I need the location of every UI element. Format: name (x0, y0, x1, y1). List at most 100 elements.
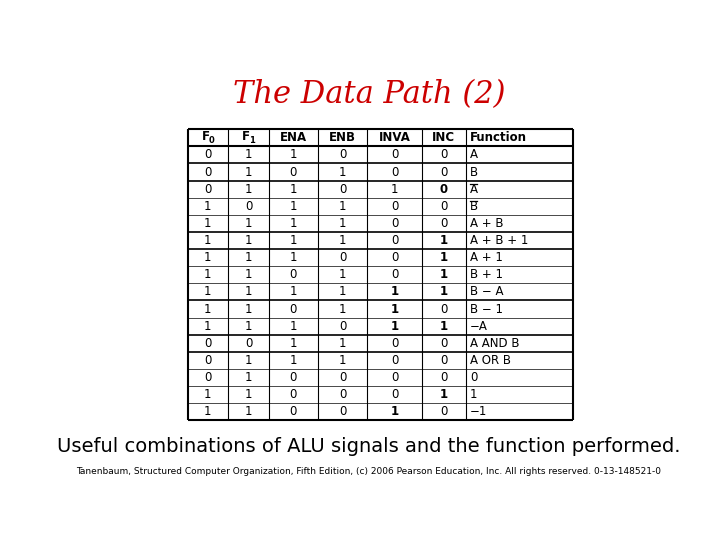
Text: A: A (470, 183, 478, 195)
Text: 1: 1 (204, 320, 212, 333)
Text: 1: 1 (289, 148, 297, 161)
Text: 1: 1 (245, 286, 252, 299)
Text: 1: 1 (339, 200, 346, 213)
Text: 1: 1 (390, 286, 399, 299)
Text: 0: 0 (440, 200, 448, 213)
Text: −A: −A (470, 320, 488, 333)
Text: 1: 1 (204, 302, 212, 315)
Text: 0: 0 (339, 320, 346, 333)
Text: 1: 1 (339, 166, 346, 179)
Text: 0: 0 (391, 166, 398, 179)
Text: 0: 0 (391, 200, 398, 213)
Text: 1: 1 (440, 234, 448, 247)
Text: 1: 1 (339, 268, 346, 281)
Text: 0: 0 (204, 166, 212, 179)
Text: 0: 0 (204, 354, 212, 367)
Text: 0: 0 (440, 302, 448, 315)
Text: 0: 0 (440, 148, 448, 161)
Text: B + 1: B + 1 (470, 268, 503, 281)
Text: 0: 0 (339, 251, 346, 264)
Text: 1: 1 (204, 217, 212, 230)
Text: 1: 1 (245, 320, 252, 333)
Text: 1: 1 (204, 251, 212, 264)
Text: 1: 1 (289, 183, 297, 195)
Text: A + B: A + B (470, 217, 503, 230)
Text: 1: 1 (289, 337, 297, 350)
Text: The Data Path (2): The Data Path (2) (233, 79, 505, 110)
Text: 0: 0 (245, 200, 252, 213)
Text: 0: 0 (339, 371, 346, 384)
Text: 1: 1 (289, 286, 297, 299)
Text: 0: 0 (204, 371, 212, 384)
Text: 0: 0 (339, 388, 346, 401)
Text: 0: 0 (289, 371, 297, 384)
Text: 1: 1 (339, 286, 346, 299)
Text: 1: 1 (440, 268, 448, 281)
Text: 0: 0 (440, 405, 448, 418)
Text: 1: 1 (245, 388, 252, 401)
Text: Tanenbaum, Structured Computer Organization, Fifth Edition, (c) 2006 Pearson Edu: Tanenbaum, Structured Computer Organizat… (76, 467, 662, 476)
Text: 0: 0 (391, 337, 398, 350)
Text: 1: 1 (245, 371, 252, 384)
Text: 0: 0 (440, 337, 448, 350)
Text: F: F (202, 130, 210, 143)
Text: 1: 1 (204, 200, 212, 213)
Text: 0: 0 (289, 166, 297, 179)
Text: 1: 1 (245, 183, 252, 195)
Text: ENB: ENB (329, 131, 356, 144)
Text: 0: 0 (289, 302, 297, 315)
Text: 0: 0 (391, 234, 398, 247)
Text: A: A (470, 148, 478, 161)
Text: Useful combinations of ALU signals and the function performed.: Useful combinations of ALU signals and t… (58, 437, 680, 456)
Text: 1: 1 (245, 302, 252, 315)
Text: 1: 1 (440, 286, 448, 299)
Text: 0: 0 (209, 136, 215, 145)
Text: A AND B: A AND B (470, 337, 520, 350)
Text: 1: 1 (204, 286, 212, 299)
Text: 0: 0 (391, 371, 398, 384)
Text: 0: 0 (204, 337, 212, 350)
Text: 1: 1 (245, 405, 252, 418)
Text: 0: 0 (339, 148, 346, 161)
Text: F: F (242, 130, 251, 143)
Text: 1: 1 (245, 234, 252, 247)
Text: 1: 1 (391, 183, 398, 195)
Text: 0: 0 (391, 388, 398, 401)
Text: 1: 1 (289, 217, 297, 230)
Text: 0: 0 (440, 217, 448, 230)
Text: 0: 0 (391, 217, 398, 230)
Text: 0: 0 (440, 183, 448, 195)
Text: 1: 1 (390, 405, 399, 418)
Text: 1: 1 (204, 234, 212, 247)
Text: 1: 1 (245, 217, 252, 230)
Text: −1: −1 (470, 405, 487, 418)
Text: 1: 1 (289, 234, 297, 247)
Text: 0: 0 (204, 183, 212, 195)
Text: 0: 0 (440, 371, 448, 384)
Text: 0: 0 (289, 268, 297, 281)
Text: 1: 1 (245, 166, 252, 179)
Text: 0: 0 (204, 148, 212, 161)
Text: 0: 0 (391, 148, 398, 161)
Text: 0: 0 (245, 337, 252, 350)
Text: A OR B: A OR B (470, 354, 511, 367)
Text: 1: 1 (289, 354, 297, 367)
Text: 0: 0 (470, 371, 477, 384)
Text: INC: INC (432, 131, 456, 144)
Text: A + 1: A + 1 (470, 251, 503, 264)
Text: 1: 1 (204, 405, 212, 418)
Text: 0: 0 (289, 405, 297, 418)
Text: 0: 0 (391, 354, 398, 367)
Text: 1: 1 (440, 388, 448, 401)
Text: 1: 1 (289, 200, 297, 213)
Text: 1: 1 (245, 251, 252, 264)
Text: B: B (470, 166, 478, 179)
Text: 1: 1 (289, 251, 297, 264)
Text: 0: 0 (391, 251, 398, 264)
Text: 1: 1 (339, 354, 346, 367)
Text: 1: 1 (289, 320, 297, 333)
Text: 1: 1 (339, 234, 346, 247)
Text: INVA: INVA (379, 131, 410, 144)
Text: 0: 0 (339, 405, 346, 418)
Text: 0: 0 (391, 268, 398, 281)
